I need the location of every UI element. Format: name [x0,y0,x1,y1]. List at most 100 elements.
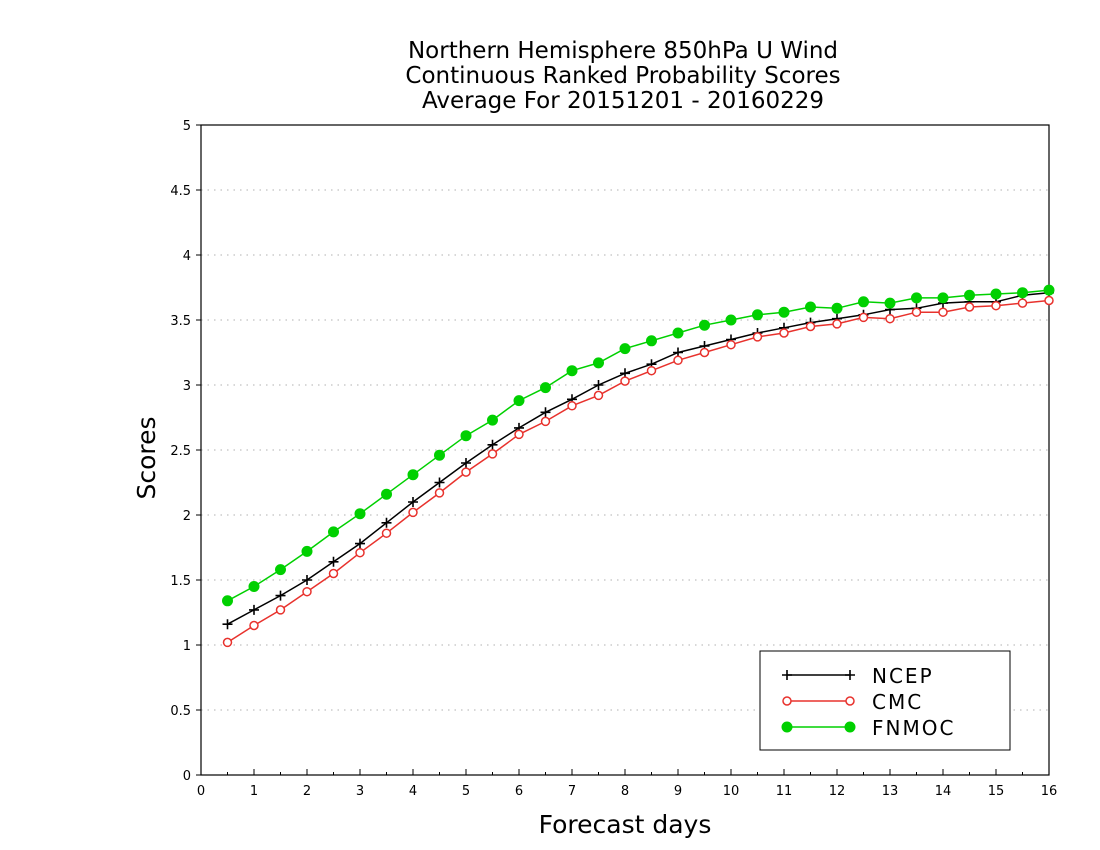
y-tick-label: 5 [183,119,191,134]
data-point-fnmoc [619,343,631,355]
data-point-fnmoc [778,306,790,318]
data-point-ncep [249,604,259,615]
data-point-ncep [302,575,312,585]
data-point-ncep [593,380,604,390]
legend-item-fnmoc: FNMOC [781,716,953,740]
data-point-cmc [699,347,710,358]
x-tick-label: 15 [988,784,1005,799]
x-tick-label: 2 [303,784,311,799]
y-tick-label: 0.5 [170,704,191,719]
legend-marker [844,721,856,733]
data-point-fnmoc [566,365,578,377]
y-axis-title: Scores [132,416,161,499]
series-cmc [222,295,1054,648]
data-point-ncep [461,458,471,468]
y-tick-label: 2.5 [170,444,191,459]
x-tick-label: 13 [882,784,899,799]
data-point-ncep [408,497,418,507]
data-point-cmc [885,313,895,324]
data-point-ncep [540,407,551,418]
x-tick-label: 10 [723,784,740,799]
data-point-fnmoc [540,382,551,394]
data-point-cmc [1017,298,1028,308]
data-point-fnmoc [831,302,843,314]
data-point-fnmoc [884,297,896,309]
data-point-fnmoc [990,288,1002,300]
data-point-ncep [487,439,498,450]
series-lines [222,284,1055,648]
x-tick-label: 3 [356,784,364,799]
title-line: Northern Hemisphere 850hPa U Wind [408,38,838,64]
x-tick-label: 14 [935,784,952,799]
data-point-ncep [355,538,365,549]
data-point-fnmoc [381,488,392,500]
x-tick-label: 7 [568,784,576,799]
data-point-fnmoc [460,430,472,442]
data-point-ncep [434,477,445,488]
series-ncep [222,287,1054,630]
data-point-fnmoc [646,335,657,347]
data-point-cmc [832,319,842,329]
y-tick-label: 3 [183,379,191,394]
data-point-fnmoc [513,395,525,407]
title-line: Continuous Ranked Probability Scores [405,63,840,89]
data-point-cmc [911,307,922,317]
x-tick-label: 16 [1041,784,1058,799]
x-tick-label: 4 [409,784,417,799]
data-point-cmc [1044,295,1054,306]
data-point-fnmoc [354,508,366,520]
data-point-cmc [540,416,551,427]
data-point-cmc [805,321,816,332]
chart-title: Northern Hemisphere 850hPa U WindContinu… [405,38,840,114]
data-point-fnmoc [275,564,286,576]
legend-marker [781,721,793,733]
x-tick-label: 6 [515,784,523,799]
data-point-cmc [726,339,736,350]
y-tick-label: 4 [183,249,191,264]
data-point-fnmoc [434,449,445,461]
data-point-ncep [275,590,286,601]
legend-marker [845,696,855,706]
legend-item-cmc: CMC [782,690,923,714]
data-point-cmc [408,507,418,518]
series-line-cmc [227,299,1050,644]
data-point-cmc [938,307,948,317]
data-point-cmc [461,467,471,477]
series-line-fnmoc [227,289,1050,602]
legend-marker [782,696,792,706]
y-tick-label: 3.5 [170,314,191,329]
data-point-cmc [593,390,604,401]
data-point-fnmoc [672,327,684,339]
grid-lines [201,124,1049,711]
data-point-fnmoc [222,595,233,607]
data-point-cmc [858,312,869,323]
legend-label: NCEP [872,664,934,688]
data-point-fnmoc [752,309,763,321]
data-point-fnmoc [858,296,869,308]
data-point-fnmoc [593,357,604,369]
data-point-cmc [514,429,524,440]
data-point-cmc [249,620,259,631]
data-point-fnmoc [937,292,949,304]
y-tick-label: 1 [183,639,191,654]
y-tick-label: 0 [183,769,191,784]
x-tick-label: 12 [829,784,846,799]
y-axis: 0 0.5 1 1.5 2 2.5 3 3.5 4 4.5 5 [170,119,201,784]
data-point-cmc [964,302,975,312]
data-point-fnmoc [725,314,737,326]
data-point-cmc [434,488,445,498]
x-axis: 0 1 2 3 4 5 6 7 8 9 10 11 12 13 14 15 16 [197,769,1057,799]
legend-label: CMC [872,690,923,714]
data-point-fnmoc [1043,284,1055,296]
legend-marker [845,670,855,680]
y-tick-label: 4.5 [170,184,191,199]
title-line: Average For 20151201 - 20160229 [422,88,824,114]
data-point-cmc [567,401,577,411]
data-point-fnmoc [699,319,710,331]
data-point-cmc [302,586,312,597]
y-tick-label: 2 [183,509,191,524]
data-point-cmc [779,328,789,338]
x-tick-label: 0 [197,784,205,799]
data-point-fnmoc [805,301,816,313]
